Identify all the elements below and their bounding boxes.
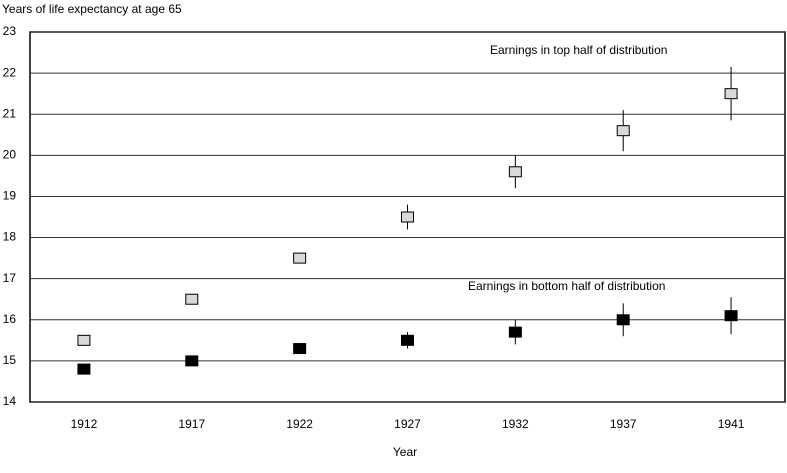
marker: [293, 343, 307, 355]
y-tick-label: 20: [3, 148, 17, 162]
y-tick-label: 17: [3, 271, 17, 285]
y-tick-label: 18: [3, 230, 17, 244]
marker: [616, 314, 630, 326]
marker: [616, 125, 630, 137]
annotation: Earnings in bottom half of distribution: [468, 279, 665, 293]
y-axis-label: Years of life expectancy at age 65: [2, 2, 182, 16]
x-tick-label: 1937: [610, 417, 637, 431]
annotation: Earnings in top half of distribution: [490, 43, 667, 57]
x-tick-label: 1922: [286, 417, 313, 431]
x-tick-label: 1912: [71, 417, 98, 431]
x-tick-label: 1927: [394, 417, 421, 431]
y-tick-label: 21: [3, 106, 17, 120]
y-tick-label: 14: [3, 394, 17, 408]
marker: [293, 252, 307, 264]
marker: [508, 326, 522, 338]
marker: [401, 211, 414, 223]
marker: [508, 166, 522, 178]
x-tick-label: 1932: [502, 417, 529, 431]
marker: [401, 334, 414, 346]
y-tick-label: 19: [3, 189, 17, 203]
marker: [185, 355, 199, 367]
y-tick-label: 15: [3, 353, 17, 367]
y-tick-label: 16: [3, 312, 17, 326]
marker: [724, 88, 738, 100]
x-tick-label: 1941: [718, 417, 745, 431]
y-tick-label: 23: [3, 24, 17, 38]
marker: [185, 293, 199, 305]
x-tick-label: 1917: [178, 417, 205, 431]
y-tick-label: 22: [3, 65, 17, 79]
x-axis-label: Year: [393, 445, 417, 459]
marker: [77, 363, 91, 375]
marker: [77, 334, 91, 346]
marker: [724, 310, 738, 322]
